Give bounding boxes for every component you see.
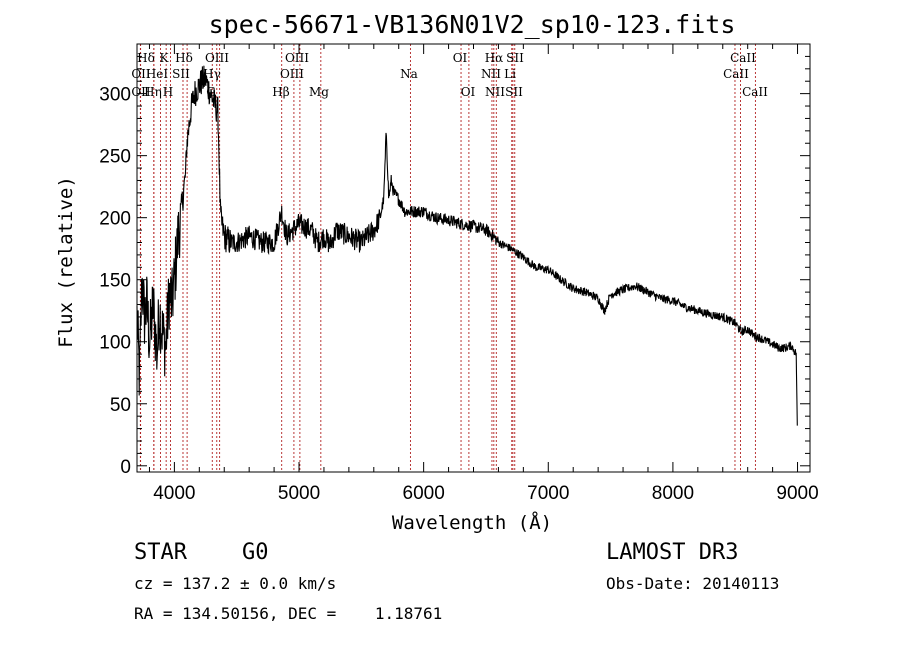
line-label-row1: SII [506, 51, 524, 65]
y-tick-label: 200 [99, 209, 131, 230]
line-label-row2: NII [481, 67, 501, 81]
x-axis-label: Wavelength (Å) [392, 511, 552, 534]
coordinates-line: RA = 134.50156, DEC = 1.18761 [134, 604, 443, 623]
plot-frame [136, 43, 811, 473]
y-axis-label: Flux (relative) [55, 176, 77, 348]
line-label-row3: SII [505, 85, 523, 99]
y-tick-label: 150 [99, 271, 131, 292]
y-tick-label: 250 [99, 147, 131, 168]
x-tick-label: 8000 [652, 483, 694, 504]
line-label-row1: K [160, 51, 170, 65]
redshift-line: cz = 137.2 ± 0.0 km/s [134, 574, 337, 593]
line-label-row2: Li [504, 67, 516, 81]
chart-title: spec-56671-VB136N01V2_sp10-123.fits [209, 10, 736, 39]
line-label-row2: CaII [723, 67, 749, 81]
x-tick-label: 4000 [153, 483, 195, 504]
object-subclass: G0 [242, 540, 269, 565]
line-label-row2: HeI [146, 67, 169, 81]
x-tick-label: 5000 [278, 483, 320, 504]
spectrum-series [136, 65, 798, 426]
line-label-row1: Hα [485, 51, 504, 65]
line-label-row3: H [163, 85, 173, 99]
line-label-row2: OIII [280, 67, 304, 81]
line-label-row2: SII [172, 67, 190, 81]
y-tick-label: 300 [99, 85, 131, 106]
line-label-row3: Hη [144, 85, 162, 99]
line-label-row3: Hβ [272, 85, 289, 99]
line-label-row1: CaII [730, 51, 756, 65]
y-tick-label: 50 [110, 395, 131, 416]
line-label-row3: OI [461, 85, 476, 99]
line-label-row2: Na [400, 67, 418, 81]
line-label-row2: Hγ [203, 67, 221, 81]
x-tick-label: 9000 [776, 483, 818, 504]
object-type: STAR [134, 540, 187, 565]
y-tick-label: 0 [120, 457, 131, 478]
line-label-row3: NII [485, 85, 505, 99]
line-label-row3: OII [131, 85, 151, 99]
line-label-row2: OII [131, 67, 151, 81]
line-label-row3: Mg [309, 85, 329, 99]
line-label-row3: CaII [742, 85, 768, 99]
line-label-row1: OIII [285, 51, 309, 65]
line-label-row1: Hδ [175, 51, 193, 65]
x-tick-label: 6000 [403, 483, 445, 504]
line-label-row3: G [206, 85, 216, 99]
y-tick-label: 100 [99, 333, 131, 354]
obs-date: Obs-Date: 20140113 [606, 574, 780, 593]
line-label-row1: Hδ [137, 51, 155, 65]
line-label-row1: OI [453, 51, 468, 65]
line-label-row1: OIII [205, 51, 229, 65]
x-tick-label: 7000 [527, 483, 569, 504]
survey-name: LAMOST DR3 [606, 540, 739, 565]
